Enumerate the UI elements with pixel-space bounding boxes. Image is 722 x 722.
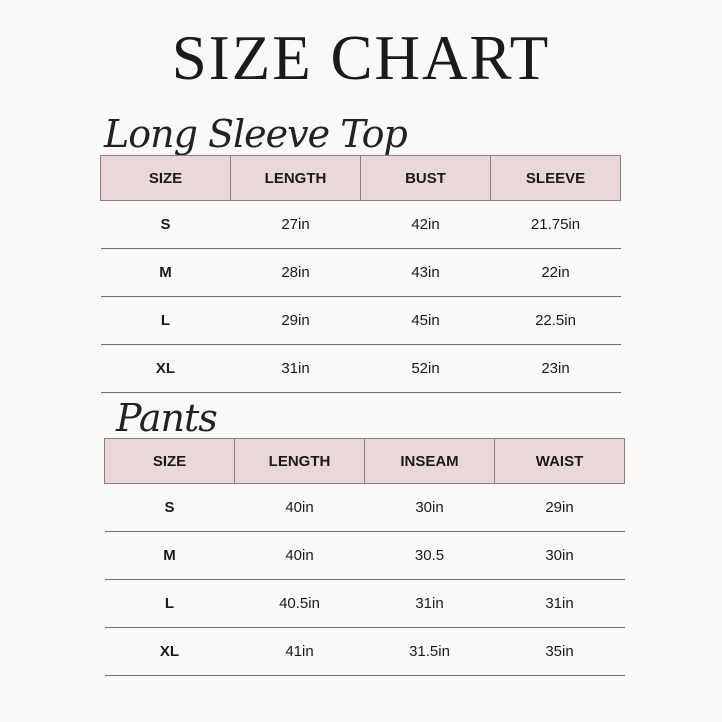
table-row: S 27in 42in 21.75in	[100, 200, 621, 249]
column-header: WAIST	[494, 438, 625, 484]
table-row: M 28in 43in 22in	[100, 248, 621, 297]
section-heading-pants: Pants	[116, 396, 218, 440]
section-heading-top: Long Sleeve Top	[104, 112, 408, 156]
cell: 22.5in	[490, 296, 621, 345]
cell: 42in	[360, 200, 491, 249]
table-row: L 29in 45in 22.5in	[100, 296, 621, 345]
cell: 28in	[230, 248, 361, 297]
cell: 31in	[230, 344, 361, 393]
cell: 40.5in	[234, 579, 365, 628]
size-cell: XL	[100, 344, 231, 393]
cell: 43in	[360, 248, 491, 297]
column-header: SIZE	[100, 155, 231, 201]
table-row: L 40.5in 31in 31in	[104, 579, 625, 628]
cell: 22in	[490, 248, 621, 297]
cell: 23in	[490, 344, 621, 393]
table-header-row: SIZE LENGTH BUST SLEEVE	[100, 155, 621, 201]
cell: 29in	[230, 296, 361, 345]
cell: 21.75in	[490, 200, 621, 249]
size-cell: L	[104, 579, 235, 628]
cell: 31in	[494, 579, 625, 628]
size-cell: L	[100, 296, 231, 345]
table-row: M 40in 30.5 30in	[104, 531, 625, 580]
cell: 41in	[234, 627, 365, 676]
cell: 45in	[360, 296, 491, 345]
pants-size-table: SIZE LENGTH INSEAM WAIST S 40in 30in 29in M…	[104, 438, 625, 676]
column-header: LENGTH	[234, 438, 365, 484]
table-row: XL 31in 52in 23in	[100, 344, 621, 393]
column-header: SLEEVE	[490, 155, 621, 201]
size-cell: M	[100, 248, 231, 297]
column-header: BUST	[360, 155, 491, 201]
column-header: INSEAM	[364, 438, 495, 484]
cell: 30.5	[364, 531, 495, 580]
top-size-table: SIZE LENGTH BUST SLEEVE S 27in 42in 21.75in…	[100, 155, 621, 393]
cell: 29in	[494, 483, 625, 532]
size-cell: XL	[104, 627, 235, 676]
cell: 31.5in	[364, 627, 495, 676]
cell: 27in	[230, 200, 361, 249]
size-cell: M	[104, 531, 235, 580]
cell: 35in	[494, 627, 625, 676]
column-header: SIZE	[104, 438, 235, 484]
cell: 40in	[234, 483, 365, 532]
column-header: LENGTH	[230, 155, 361, 201]
table-row: XL 41in 31.5in 35in	[104, 627, 625, 676]
cell: 40in	[234, 531, 365, 580]
table-row: S 40in 30in 29in	[104, 483, 625, 532]
cell: 52in	[360, 344, 491, 393]
cell: 31in	[364, 579, 495, 628]
table-header-row: SIZE LENGTH INSEAM WAIST	[104, 438, 625, 484]
cell: 30in	[364, 483, 495, 532]
size-cell: S	[100, 200, 231, 249]
cell: 30in	[494, 531, 625, 580]
size-cell: S	[104, 483, 235, 532]
page-title: SIZE CHART	[171, 23, 551, 93]
